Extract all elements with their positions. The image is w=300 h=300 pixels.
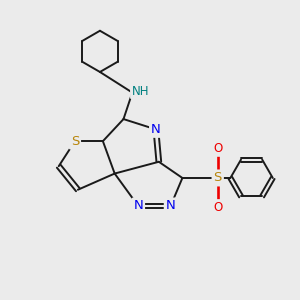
Text: S: S [214,172,222,184]
Text: O: O [213,201,222,214]
Text: N: N [166,200,176,212]
Text: N: N [133,200,143,212]
Text: N: N [151,123,161,136]
Text: S: S [71,135,79,148]
Text: O: O [213,142,222,155]
Text: NH: NH [132,85,149,98]
